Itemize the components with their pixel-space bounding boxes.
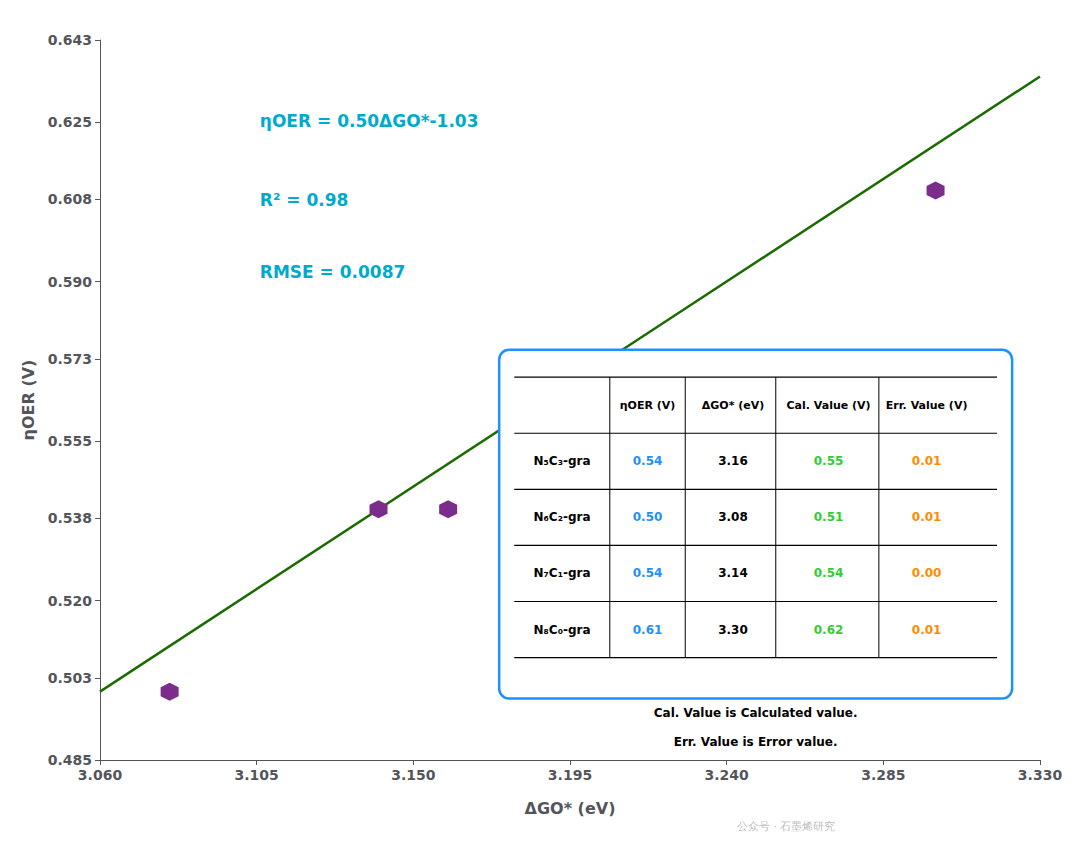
svg-text:3.195: 3.195	[548, 767, 592, 783]
svg-text:0.61: 0.61	[633, 623, 663, 637]
svg-text:N₈C₀-gra: N₈C₀-gra	[534, 623, 591, 637]
svg-text:0.590: 0.590	[48, 274, 93, 290]
svg-text:ηOER (V): ηOER (V)	[620, 399, 676, 412]
svg-text:RMSE = 0.0087: RMSE = 0.0087	[260, 262, 406, 282]
svg-text:ηOER (V): ηOER (V)	[19, 360, 38, 441]
svg-text:公众号 · 石墨烯研究: 公众号 · 石墨烯研究	[737, 820, 836, 833]
svg-text:0.54: 0.54	[633, 566, 663, 580]
svg-text:0.62: 0.62	[814, 623, 844, 637]
svg-text:0.503: 0.503	[48, 670, 92, 686]
svg-text:ηOER = 0.50ΔGO*-1.03: ηOER = 0.50ΔGO*-1.03	[260, 111, 479, 131]
svg-text:3.16: 3.16	[718, 454, 748, 468]
svg-text:0.55: 0.55	[814, 454, 844, 468]
svg-text:3.285: 3.285	[861, 767, 905, 783]
svg-text:0.51: 0.51	[814, 510, 844, 524]
svg-text:N₆C₂-gra: N₆C₂-gra	[534, 510, 591, 524]
svg-text:N₅C₃-gra: N₅C₃-gra	[534, 454, 591, 468]
svg-text:0.00: 0.00	[912, 566, 942, 580]
svg-text:Cal. Value (V): Cal. Value (V)	[787, 399, 871, 412]
svg-text:0.625: 0.625	[48, 114, 92, 130]
svg-text:0.01: 0.01	[912, 510, 942, 524]
svg-text:3.30: 3.30	[718, 623, 748, 637]
svg-text:0.485: 0.485	[48, 752, 92, 768]
svg-text:0.520: 0.520	[48, 593, 93, 609]
svg-text:ΔGO* (eV): ΔGO* (eV)	[702, 399, 765, 412]
svg-text:0.538: 0.538	[48, 510, 92, 526]
svg-text:0.01: 0.01	[912, 454, 942, 468]
svg-text:Err. Value is Error value.: Err. Value is Error value.	[674, 735, 838, 749]
svg-text:Err. Value (V): Err. Value (V)	[886, 399, 968, 412]
svg-text:0.573: 0.573	[48, 351, 92, 367]
svg-text:3.240: 3.240	[705, 767, 750, 783]
svg-text:0.50: 0.50	[633, 510, 663, 524]
svg-text:0.54: 0.54	[814, 566, 844, 580]
svg-text:3.330: 3.330	[1018, 767, 1063, 783]
svg-text:0.54: 0.54	[633, 454, 663, 468]
svg-text:3.14: 3.14	[718, 566, 748, 580]
svg-text:3.08: 3.08	[718, 510, 748, 524]
svg-text:0.643: 0.643	[48, 32, 92, 48]
svg-text:3.060: 3.060	[78, 767, 123, 783]
svg-text:ΔGO* (eV): ΔGO* (eV)	[525, 799, 616, 818]
svg-text:3.105: 3.105	[235, 767, 279, 783]
svg-text:0.01: 0.01	[912, 623, 942, 637]
svg-text:N₇C₁-gra: N₇C₁-gra	[534, 566, 591, 580]
svg-text:Cal. Value is Calculated value: Cal. Value is Calculated value.	[654, 706, 858, 720]
svg-text:0.555: 0.555	[48, 433, 92, 449]
svg-text:0.608: 0.608	[48, 191, 92, 207]
svg-text:R² = 0.98: R² = 0.98	[260, 190, 349, 210]
svg-text:3.150: 3.150	[391, 767, 436, 783]
